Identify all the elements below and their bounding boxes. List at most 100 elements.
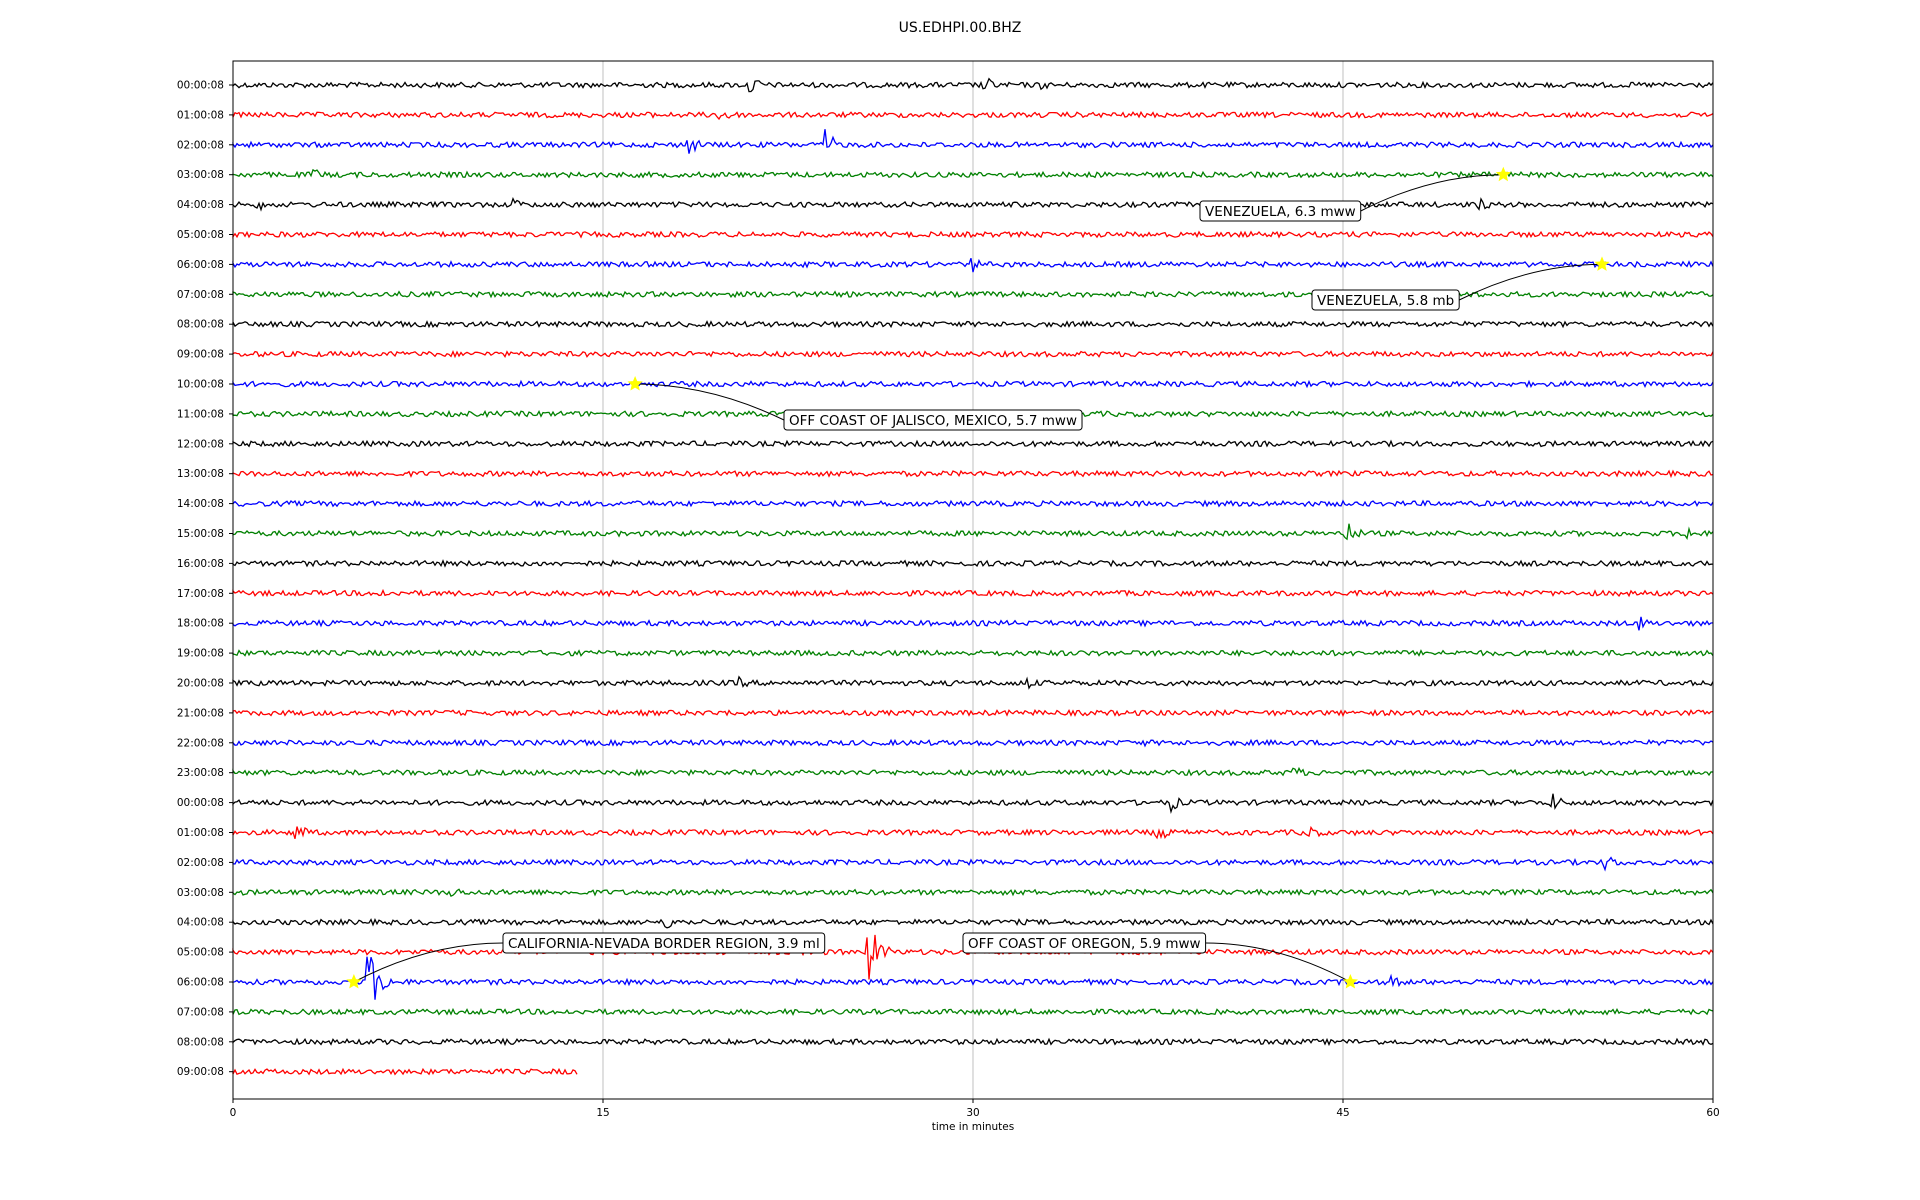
trace-row — [232, 793, 1714, 814]
trace-row — [232, 257, 1714, 273]
y-tick-label: 15:00:08 — [177, 528, 224, 540]
event-label: VENEZUELA, 6.3 mww — [1205, 204, 1356, 220]
trace-row — [232, 888, 1714, 897]
trace-row — [232, 956, 1714, 1000]
event-connector — [635, 383, 785, 421]
x-tick-label: 45 — [1336, 1107, 1349, 1119]
y-tick-label: 01:00:08 — [177, 827, 224, 839]
y-tick-label: 10:00:08 — [177, 379, 224, 391]
y-tick-label: 11:00:08 — [177, 408, 224, 420]
y-tick-label: 18:00:08 — [177, 618, 224, 630]
trace-row — [232, 439, 1714, 448]
trace-row — [232, 168, 1714, 179]
event-star-marker — [1342, 974, 1358, 989]
trace-row — [232, 379, 1714, 389]
event-label-box — [783, 409, 1083, 431]
event-connector — [353, 942, 504, 983]
chart-title: US.EDHPI.00.BHZ — [898, 20, 1022, 36]
y-tick-label: 14:00:08 — [177, 498, 224, 510]
event-label: VENEZUELA, 5.8 mb — [1317, 293, 1454, 309]
x-tick-label: 15 — [596, 1107, 609, 1119]
trace-row — [232, 350, 1714, 359]
trace-row — [232, 1037, 1714, 1047]
trace-row — [232, 588, 1714, 598]
trace-row — [232, 196, 1714, 212]
trace-row — [232, 708, 1714, 718]
event-star-marker — [346, 974, 362, 989]
trace-row — [232, 110, 1714, 121]
trace-row — [232, 77, 1714, 93]
y-tick-label: 19:00:08 — [177, 648, 224, 660]
y-tick-label: 04:00:08 — [177, 917, 224, 929]
trace-row — [232, 1007, 1714, 1017]
event-connector — [1458, 263, 1603, 301]
event-label-box — [502, 932, 826, 954]
x-tick-label: 30 — [966, 1107, 979, 1119]
event-label-box — [1311, 289, 1460, 311]
y-tick-label: 13:00:08 — [177, 468, 224, 480]
event-label: OFF COAST OF JALISCO, MEXICO, 5.7 mww — [789, 413, 1077, 429]
y-tick-label: 21:00:08 — [177, 707, 224, 719]
event-connector — [1360, 174, 1504, 212]
event-label-box — [1199, 200, 1362, 222]
axes: 00:00:08 01:00:08 02:00:08 03:00:08 04:00:08… — [177, 60, 1720, 1133]
y-tick-label: 08:00:08 — [177, 1036, 224, 1048]
event-annotation: OFF COAST OF JALISCO, MEXICO, 5.7 mww — [627, 376, 1083, 431]
event-star-marker — [627, 376, 643, 391]
y-tick-label: 01:00:08 — [177, 109, 224, 121]
y-tick-label: 12:00:08 — [177, 438, 224, 450]
trace-row — [232, 230, 1714, 239]
trace-row — [232, 738, 1714, 748]
y-tick-label: 07:00:08 — [177, 1006, 224, 1018]
trace-row — [232, 856, 1714, 872]
trace-row — [232, 523, 1714, 541]
trace-row — [232, 825, 1714, 840]
trace-row — [232, 499, 1714, 508]
trace-row — [232, 129, 1714, 154]
y-tick-label: 08:00:08 — [177, 319, 224, 331]
trace-row — [232, 1067, 578, 1076]
trace-row — [232, 469, 1714, 479]
y-tick-label: 04:00:08 — [177, 199, 224, 211]
event-annotation: VENEZUELA, 5.8 mb — [1311, 256, 1610, 311]
y-tick-label: 02:00:08 — [177, 139, 224, 151]
event-star-marker — [1495, 166, 1511, 182]
y-tick-label: 06:00:08 — [177, 977, 224, 989]
event-label: CALIFORNIA-NEVADA BORDER REGION, 3.9 ml — [508, 936, 820, 952]
event-annotation: VENEZUELA, 6.3 mww — [1199, 166, 1511, 222]
event-star-marker — [1594, 256, 1610, 271]
y-tick-label: 09:00:08 — [177, 349, 224, 361]
trace-layer — [232, 77, 1714, 1076]
y-tick-label: 03:00:08 — [177, 169, 224, 181]
y-tick-label: 22:00:08 — [177, 737, 224, 749]
y-tick-label: 03:00:08 — [177, 887, 224, 899]
event-label: OFF COAST OF OREGON, 5.9 mww — [968, 936, 1201, 952]
y-tick-label: 00:00:08 — [177, 797, 224, 809]
y-tick-label: 07:00:08 — [177, 289, 224, 301]
trace-row — [232, 616, 1714, 631]
y-tick-label: 09:00:08 — [177, 1066, 224, 1078]
trace-row — [232, 675, 1714, 690]
x-tick-label: 0 — [230, 1107, 237, 1119]
event-annotations: VENEZUELA, 6.3 mww VENEZUELA, 5.8 mb OFF C… — [346, 166, 1610, 989]
y-tick-label: 17:00:08 — [177, 588, 224, 600]
event-connector — [1205, 942, 1351, 983]
y-tick-label: 23:00:08 — [177, 767, 224, 779]
trace-row — [232, 649, 1714, 658]
y-tick-label: 02:00:08 — [177, 857, 224, 869]
y-tick-label: 06:00:08 — [177, 259, 224, 271]
trace-row — [232, 559, 1714, 568]
trace-row — [232, 917, 1714, 929]
trace-row — [232, 320, 1714, 329]
y-tick-label: 05:00:08 — [177, 947, 224, 959]
x-tick-label: 60 — [1706, 1107, 1719, 1119]
y-tick-label: 20:00:08 — [177, 678, 224, 690]
event-annotation: OFF COAST OF OREGON, 5.9 mww — [962, 932, 1358, 989]
event-annotation: CALIFORNIA-NEVADA BORDER REGION, 3.9 ml — [346, 932, 826, 989]
x-axis-label: time in minutes — [932, 1121, 1014, 1133]
event-label-box — [962, 932, 1207, 954]
trace-row — [232, 290, 1714, 299]
trace-row — [232, 766, 1714, 777]
y-tick-label: 05:00:08 — [177, 229, 224, 241]
